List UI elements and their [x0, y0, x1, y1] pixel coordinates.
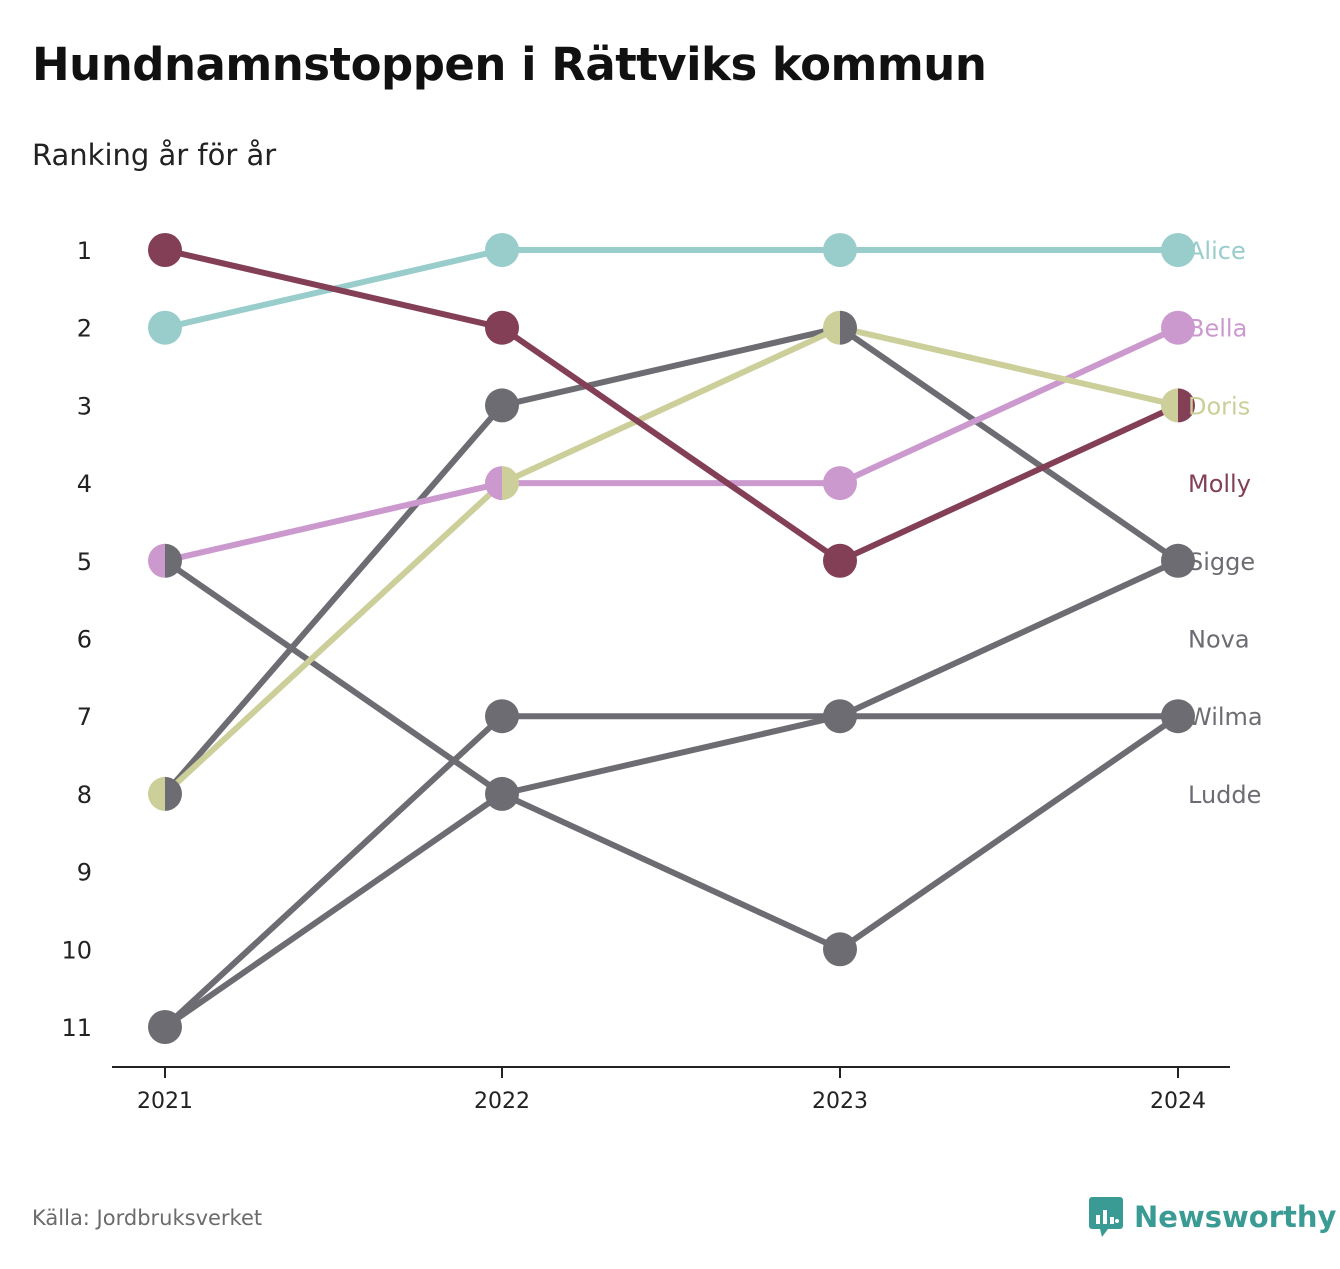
chart-subtitle: Ranking år för år [32, 138, 277, 172]
data-point-half-right [165, 543, 182, 578]
x-tick-label: 2021 [137, 1089, 193, 1114]
series-line-wilma [162, 713, 1181, 1030]
series-line-doris [162, 324, 1181, 797]
data-point-half-left [823, 310, 840, 345]
y-tick-label: 6 [77, 626, 92, 654]
chart-title: Hundnamnstoppen i Rättviks kommun [32, 38, 987, 91]
y-tick-label: 7 [77, 703, 92, 731]
data-point-half-right [840, 310, 857, 345]
x-tick-label: 2023 [812, 1089, 868, 1114]
y-tick-label: 11 [61, 1014, 92, 1042]
data-point-alice [1161, 233, 1195, 267]
data-point-half-right [165, 776, 182, 811]
data-point-wilma [823, 699, 857, 734]
end-label-sigge: Sigge [1188, 548, 1255, 576]
data-point-ludde [485, 776, 519, 811]
end-label-alice: Alice [1188, 237, 1246, 265]
series-line-sigge [162, 324, 1181, 797]
y-tick-label: 2 [77, 315, 92, 343]
series-line-alice [162, 247, 1181, 331]
axis-layer: 2021 2022 2023 2024 1 2 3 4 5 6 7 8 9 10 11 [61, 237, 1230, 1114]
y-tick-label: 9 [77, 859, 92, 887]
data-point-half-left [1161, 388, 1178, 423]
data-point-molly [823, 543, 857, 578]
data-point-half-right [1178, 388, 1195, 423]
data-point-molly [148, 233, 182, 267]
data-point-half-left [148, 543, 165, 578]
data-point-bella [1161, 310, 1195, 345]
data-point-ludde [823, 932, 857, 967]
y-tick-label: 1 [77, 237, 92, 265]
series-line-molly [162, 247, 1181, 564]
x-tick-label: 2022 [474, 1089, 530, 1114]
y-tick-label: 4 [77, 470, 92, 498]
labels-layer: Alice Bella Doris Molly Sigge Nova Wilma Ludde [1188, 237, 1263, 809]
y-tick-label: 8 [77, 781, 92, 809]
y-tick-label: 3 [77, 392, 92, 420]
series-line-ludde [162, 557, 1181, 953]
newsworthy-logo-icon [1089, 1197, 1123, 1237]
end-label-bella: Bella [1188, 315, 1247, 343]
x-tick-label: 2024 [1150, 1089, 1206, 1114]
data-point-alice [485, 233, 519, 267]
lines-layer [162, 247, 1181, 1030]
end-label-ludde: Ludde [1188, 781, 1261, 809]
end-label-molly: Molly [1188, 470, 1251, 498]
data-point-half-right [502, 466, 519, 501]
data-point-nova [1161, 543, 1195, 578]
data-point-sigge [485, 388, 519, 423]
data-point-ludde [1161, 699, 1195, 734]
series-line-bella [162, 324, 1181, 564]
data-point-molly [485, 310, 519, 345]
data-point-alice [148, 310, 182, 345]
y-tick-label: 5 [77, 548, 92, 576]
data-point-half-left [148, 776, 165, 811]
data-point-half-left [485, 466, 502, 501]
data-point-bella [823, 466, 857, 501]
points-layer [148, 233, 1195, 1044]
series-line-nova [162, 557, 1181, 1030]
end-label-nova: Nova [1188, 626, 1250, 654]
end-label-wilma: Wilma [1188, 703, 1263, 731]
data-point-wilma [485, 699, 519, 734]
data-point-wilma [148, 1010, 182, 1044]
brand: Newsworthy [1088, 1195, 1336, 1239]
data-point-alice [823, 233, 857, 267]
brand-name: Newsworthy [1134, 1200, 1337, 1234]
y-tick-label: 10 [61, 936, 92, 964]
source-note: Källa: Jordbruksverket [32, 1206, 263, 1230]
end-label-doris: Doris [1188, 392, 1250, 420]
